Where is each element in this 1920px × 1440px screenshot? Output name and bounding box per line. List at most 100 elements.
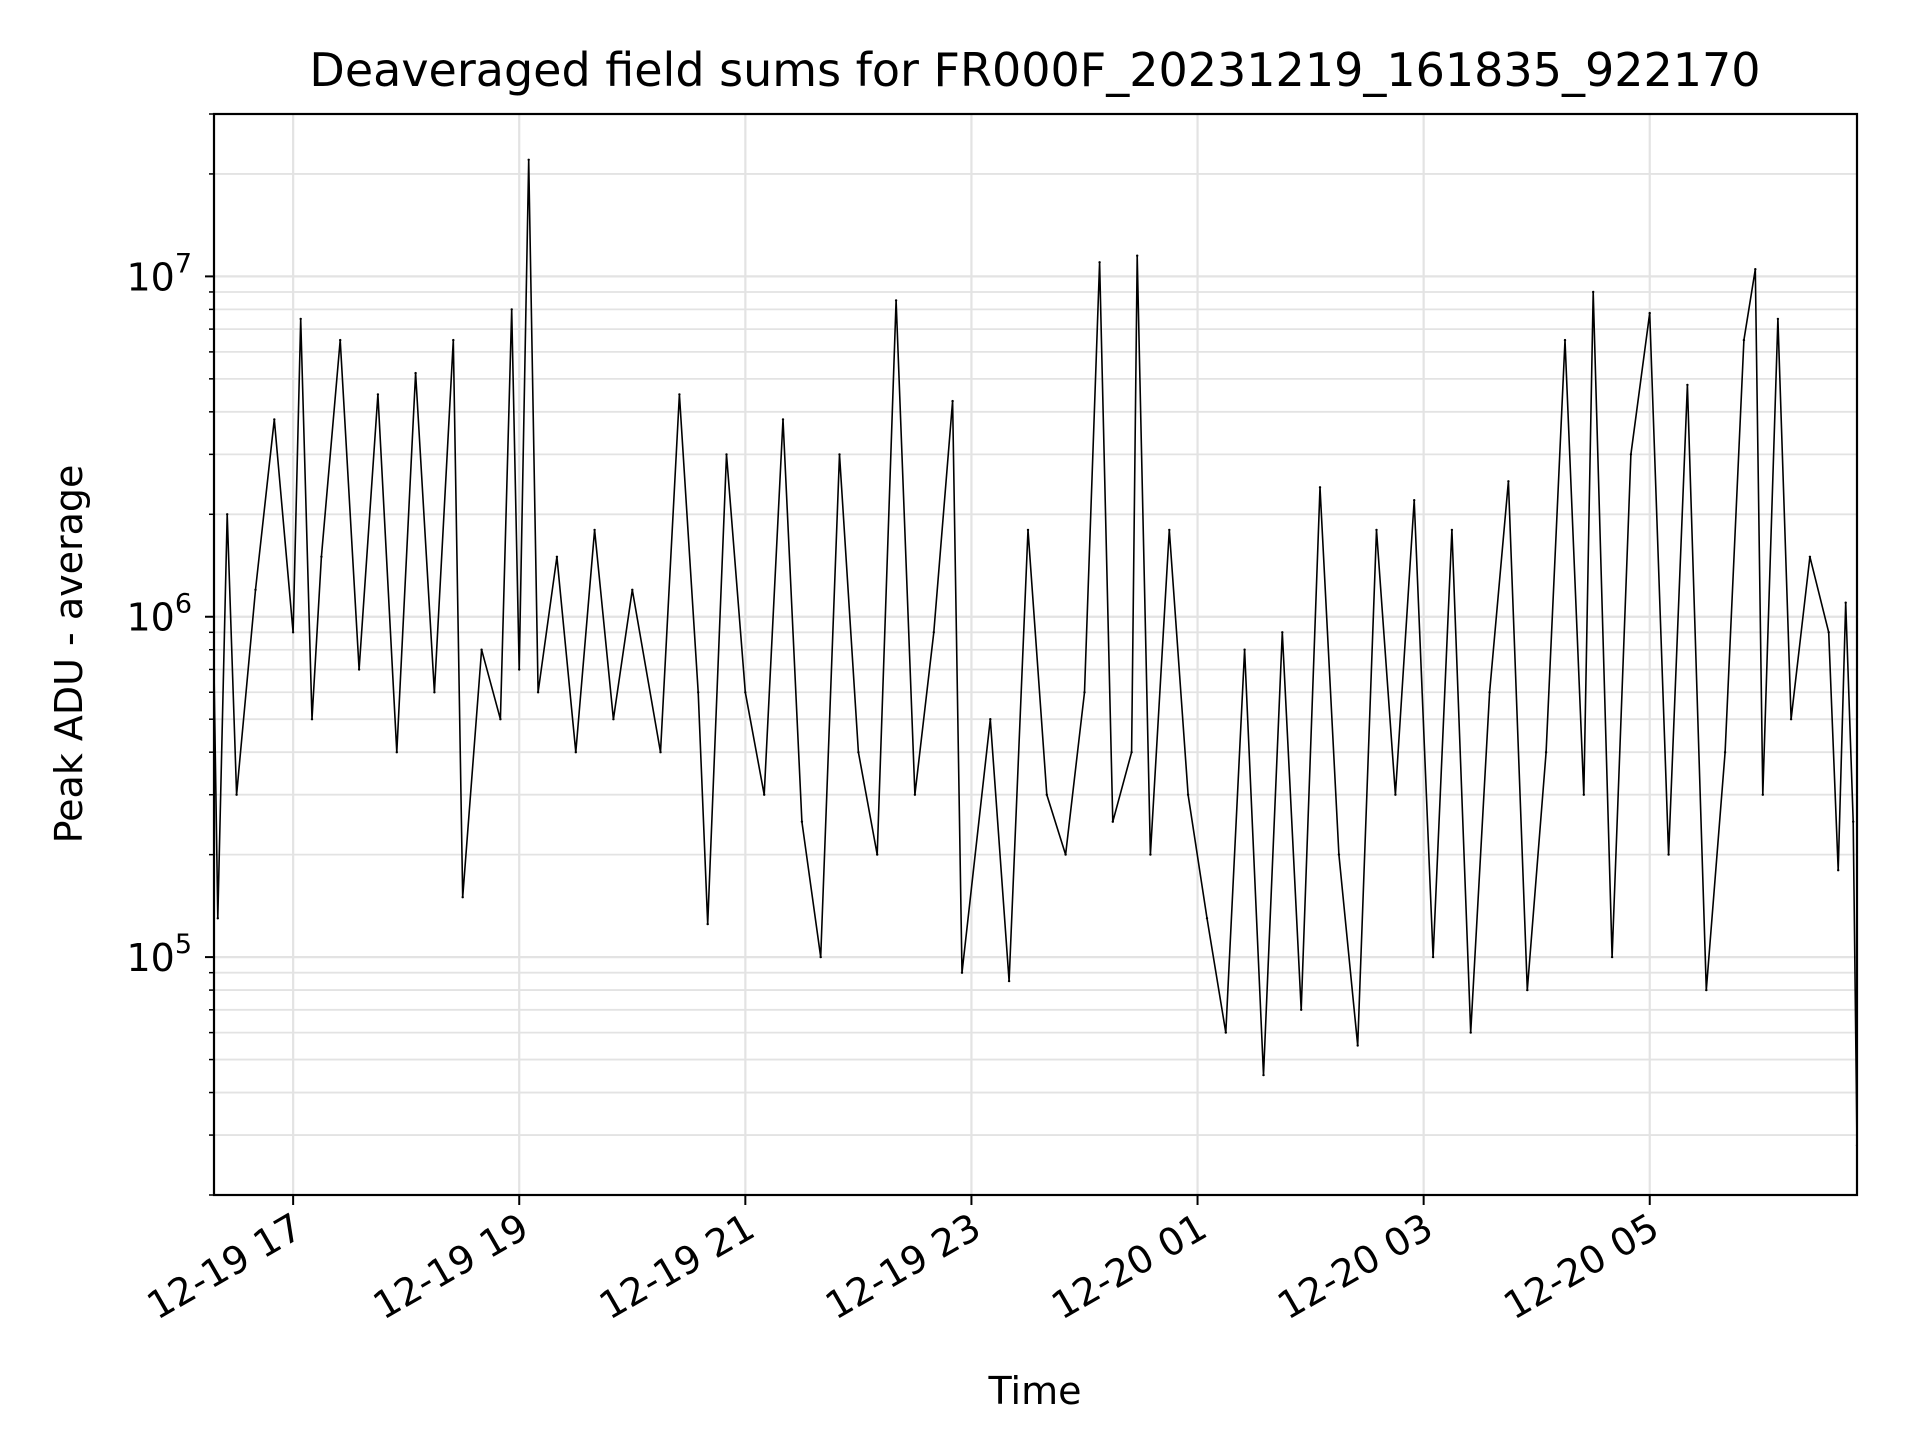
- data-point: [1844, 601, 1847, 604]
- data-point: [510, 308, 513, 311]
- data-point: [1224, 1031, 1228, 1034]
- data-point: [527, 158, 530, 161]
- data-point: [1582, 793, 1586, 796]
- data-point: [612, 718, 615, 721]
- data-point: [1026, 528, 1030, 532]
- data-point: [1629, 453, 1633, 456]
- data-point: [951, 399, 954, 403]
- data-point: [273, 418, 276, 421]
- data-point: [1776, 317, 1780, 321]
- data-point: [461, 896, 464, 899]
- data-point: [1045, 793, 1049, 796]
- data-point: [1007, 979, 1011, 983]
- data-point: [725, 453, 728, 456]
- data-point: [1413, 499, 1416, 502]
- data-point: [395, 751, 398, 754]
- data-point: [1205, 917, 1209, 920]
- data-point: [1243, 648, 1246, 651]
- data-point: [838, 453, 841, 456]
- data-point: [1563, 338, 1567, 342]
- data-point: [1610, 955, 1614, 959]
- data-point: [1852, 820, 1855, 823]
- data-point: [678, 393, 681, 396]
- data-point: [1375, 528, 1378, 532]
- data-point: [744, 691, 747, 694]
- y-tick-label: 105: [126, 929, 192, 980]
- data-point: [857, 751, 860, 754]
- data-point: [989, 718, 992, 721]
- y-tick-exponent: 7: [175, 248, 192, 279]
- data-point: [299, 317, 302, 321]
- data-point: [1281, 631, 1284, 634]
- y-tick-base: 10: [126, 255, 174, 299]
- data-point: [800, 820, 804, 823]
- data-point: [1450, 528, 1454, 532]
- data-point: [320, 555, 323, 558]
- data-point: [1168, 528, 1171, 532]
- data-point: [1592, 290, 1595, 294]
- data-point: [1789, 718, 1793, 721]
- data-point: [1083, 691, 1086, 694]
- data-point: [1723, 751, 1727, 754]
- data-point: [894, 299, 898, 302]
- data-point: [1318, 486, 1322, 489]
- data-point: [1337, 853, 1341, 856]
- series-line: [214, 159, 1857, 1146]
- data-point: [1394, 793, 1397, 796]
- data-point: [1507, 480, 1510, 483]
- data-point: [1111, 820, 1115, 823]
- data-point: [1808, 555, 1812, 558]
- data-point: [1667, 853, 1670, 856]
- data-point: [1526, 988, 1529, 992]
- y-tick-exponent: 5: [175, 929, 192, 960]
- plot-frame: [212, 112, 1859, 1197]
- y-axis-label: Peak ADU - average: [47, 465, 91, 844]
- data-point: [536, 691, 540, 694]
- data-point: [226, 513, 229, 516]
- data-point: [631, 588, 634, 591]
- data-point: [1262, 1073, 1265, 1077]
- data-point: [216, 917, 219, 920]
- data-point: [960, 971, 964, 974]
- data-point: [574, 751, 577, 754]
- data-point: [1761, 793, 1765, 796]
- data-point: [291, 631, 295, 634]
- data-point: [1356, 1044, 1359, 1047]
- data-point: [819, 955, 822, 959]
- data-point: [452, 338, 455, 342]
- data-point: [499, 718, 502, 721]
- data-point: [659, 751, 662, 754]
- data-point: [1544, 751, 1548, 754]
- data-point: [697, 691, 700, 694]
- data-point: [706, 922, 709, 926]
- data-point: [876, 853, 879, 856]
- data-point: [1648, 311, 1651, 315]
- data-point: [1742, 338, 1746, 342]
- data-point: [763, 793, 766, 796]
- data-point: [1098, 261, 1101, 264]
- data-point: [357, 668, 361, 671]
- x-axis-label: Time: [988, 1369, 1082, 1413]
- data-point: [1186, 793, 1190, 796]
- data-point: [781, 418, 785, 421]
- data-point: [480, 648, 483, 651]
- data-point: [1300, 1008, 1303, 1011]
- data-point: [235, 793, 238, 796]
- data-point: [433, 691, 436, 694]
- data-point: [932, 631, 935, 634]
- data-point: [339, 338, 342, 342]
- y-tick-base: 10: [126, 936, 174, 980]
- data-point: [1136, 254, 1139, 257]
- data-point: [376, 393, 380, 396]
- data-point: [518, 668, 521, 671]
- y-tick-label: 107: [126, 248, 192, 299]
- data-point: [1837, 869, 1840, 872]
- y-tick-exponent: 6: [175, 589, 192, 620]
- data-point: [414, 371, 417, 375]
- data-point: [1705, 988, 1708, 992]
- chart-title: Deaveraged field sums for FR000F_2023121…: [309, 43, 1760, 97]
- series-layer: [214, 158, 1857, 1147]
- y-tick-base: 10: [126, 596, 174, 640]
